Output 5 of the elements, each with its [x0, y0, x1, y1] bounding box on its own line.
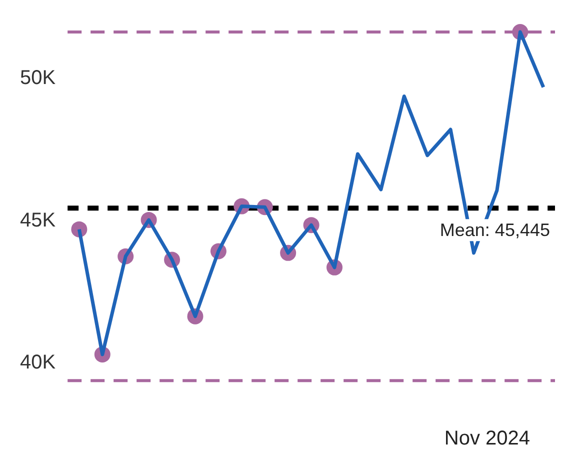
ref-line-label: Mean: 45,445 [440, 220, 550, 240]
y-tick-label: 40K [20, 351, 56, 374]
text: Nov 2024 [444, 428, 530, 450]
y-tick-label: 45K [20, 209, 56, 232]
y-tick-label: 50K [20, 67, 56, 90]
